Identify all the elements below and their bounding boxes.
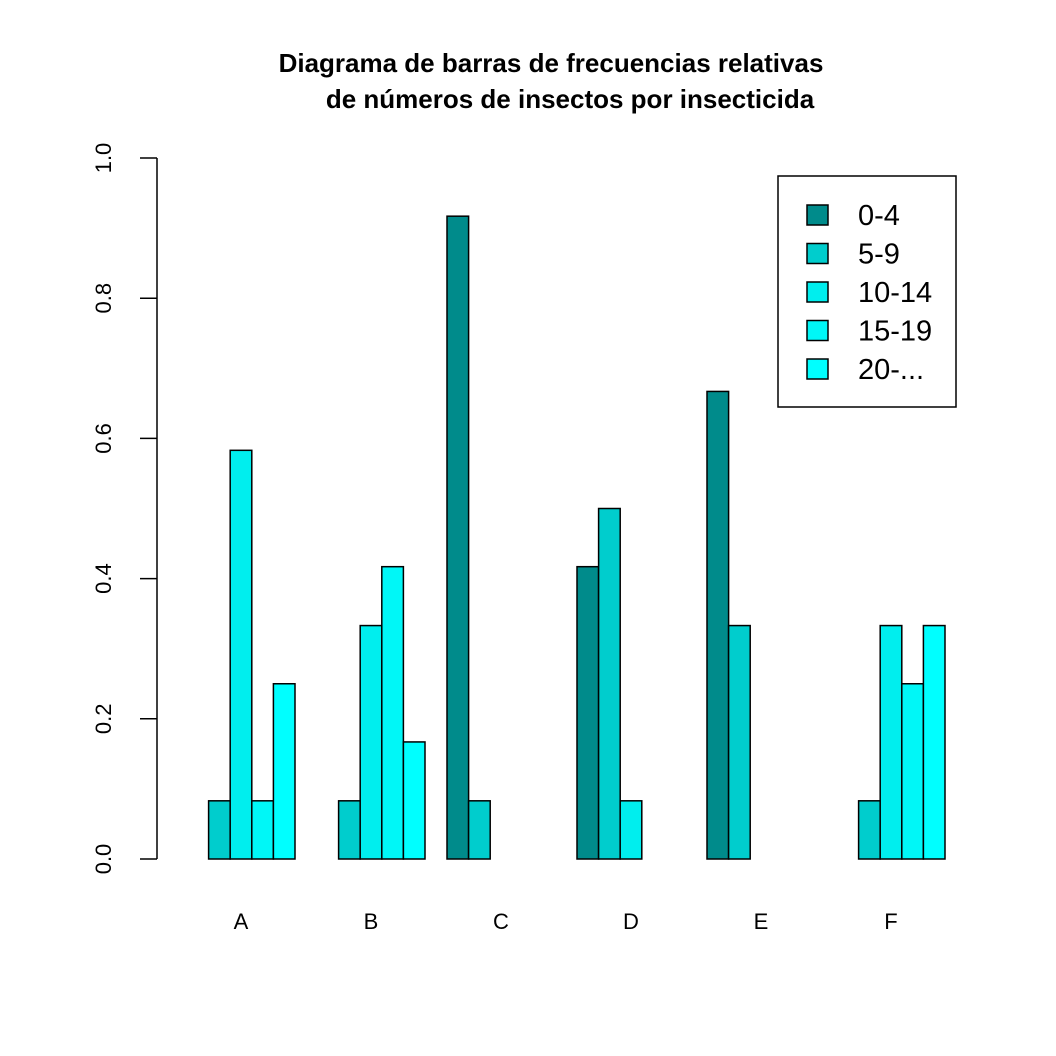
bar-F-15-19 [901,683,925,860]
legend-label-0-4: 0-4 [858,200,900,232]
category-label-B: B [364,909,379,934]
category-label-C: C [493,909,509,934]
y-tick-label: 0.2 [91,704,116,735]
category-label-E: E [754,909,769,934]
y-tick-label: 0.4 [91,563,116,594]
legend-swatch-20-... [806,358,829,380]
bar-F-5-9 [857,800,881,860]
bar-E-5-9 [727,624,751,860]
legend-swatch-5-9 [806,242,829,265]
y-tick-label: 1.0 [91,143,116,174]
bar-A-10-14 [229,449,253,860]
category-label-F: F [884,909,897,934]
bar-B-15-19 [381,565,405,860]
bar-B-10-14 [359,624,383,860]
legend-swatch-0-4 [806,204,829,226]
bar-B-20-... [402,741,426,860]
bar-D-10-14 [619,800,643,860]
legend-label-20-...: 20-... [858,354,924,386]
legend-swatch-10-14 [806,281,829,303]
bar-A-15-19 [251,800,275,860]
category-labels: A B C D E F [234,909,898,934]
y-axis: 0.0 0.2 0.4 0.6 0.8 1.0 [91,143,158,875]
legend: 0-4 5-9 10-14 15-19 20-... [777,175,957,408]
legend-label-5-9: 5-9 [858,239,900,271]
y-tick-label: 0.6 [91,423,116,454]
category-label-D: D [623,909,639,934]
legend-swatch-15-19 [806,319,829,342]
bar-F-10-14 [879,624,903,860]
bar-C-5-9 [467,800,491,860]
y-tick-label: 0.8 [91,283,116,314]
bar-C-0-4 [446,215,470,860]
bar-A-20-... [272,683,296,860]
y-tick-label: 0.0 [91,844,116,875]
bar-E-0-4 [706,390,730,860]
bar-A-5-9 [207,800,231,860]
bar-B-5-9 [337,800,361,860]
bar-D-5-9 [597,507,621,860]
legend-label-10-14: 10-14 [858,277,932,309]
chart-title-line-2: de números de insectos por insecticida [326,84,815,114]
bar-F-20-... [922,624,946,860]
legend-label-15-19: 15-19 [858,316,932,348]
bar-D-0-4 [576,565,600,860]
bars-group [207,215,946,860]
chart-title-line-1: Diagrama de barras de frecuencias relati… [279,48,824,78]
category-label-A: A [234,909,249,934]
